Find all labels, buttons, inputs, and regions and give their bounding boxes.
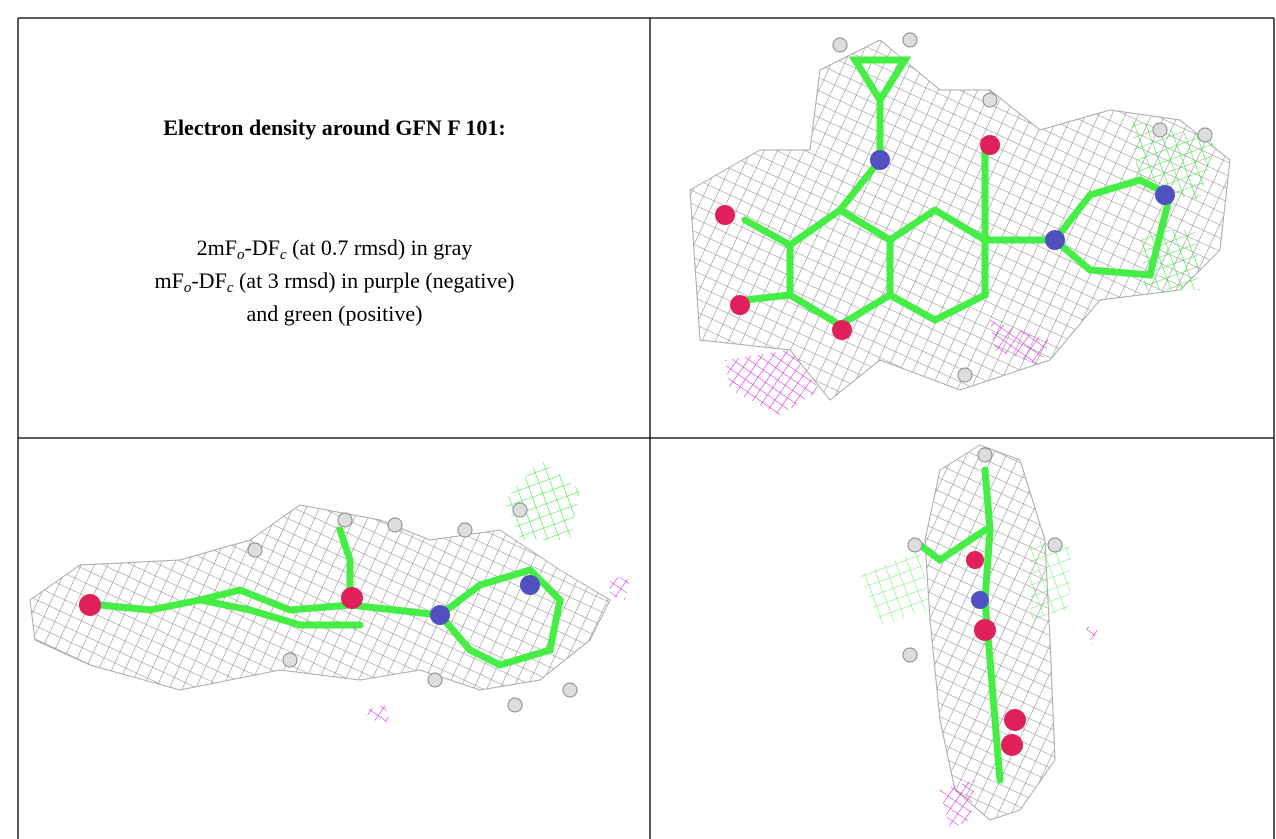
text-segment: 2mF xyxy=(197,235,237,260)
subscript: o xyxy=(237,247,245,263)
text-segment: -DF xyxy=(245,235,280,260)
page: Electron density around GFN F 101: 2mFo-… xyxy=(0,0,1276,839)
caption-title: Electron density around GFN F 101: xyxy=(19,115,650,141)
caption-line: 2mFo-DFc (at 0.7 rmsd) in gray xyxy=(19,231,650,264)
density-view-side xyxy=(30,460,630,722)
text-segment: (at 0.7 rmsd) in gray xyxy=(287,235,473,260)
caption-cell: Electron density around GFN F 101: 2mFo-… xyxy=(19,19,650,438)
subscript: c xyxy=(280,247,287,263)
text-segment: mF xyxy=(155,268,184,293)
text-segment: -DF xyxy=(191,268,226,293)
text-segment: (at 3 rmsd) in purple (negative) xyxy=(233,268,514,293)
caption-line: mFo-DFc (at 3 rmsd) in purple (negative) xyxy=(19,264,650,297)
caption-line: and green (positive) xyxy=(19,297,650,330)
density-view-top xyxy=(690,33,1230,415)
text-segment: and green (positive) xyxy=(247,301,423,326)
density-view-end xyxy=(860,445,1098,830)
